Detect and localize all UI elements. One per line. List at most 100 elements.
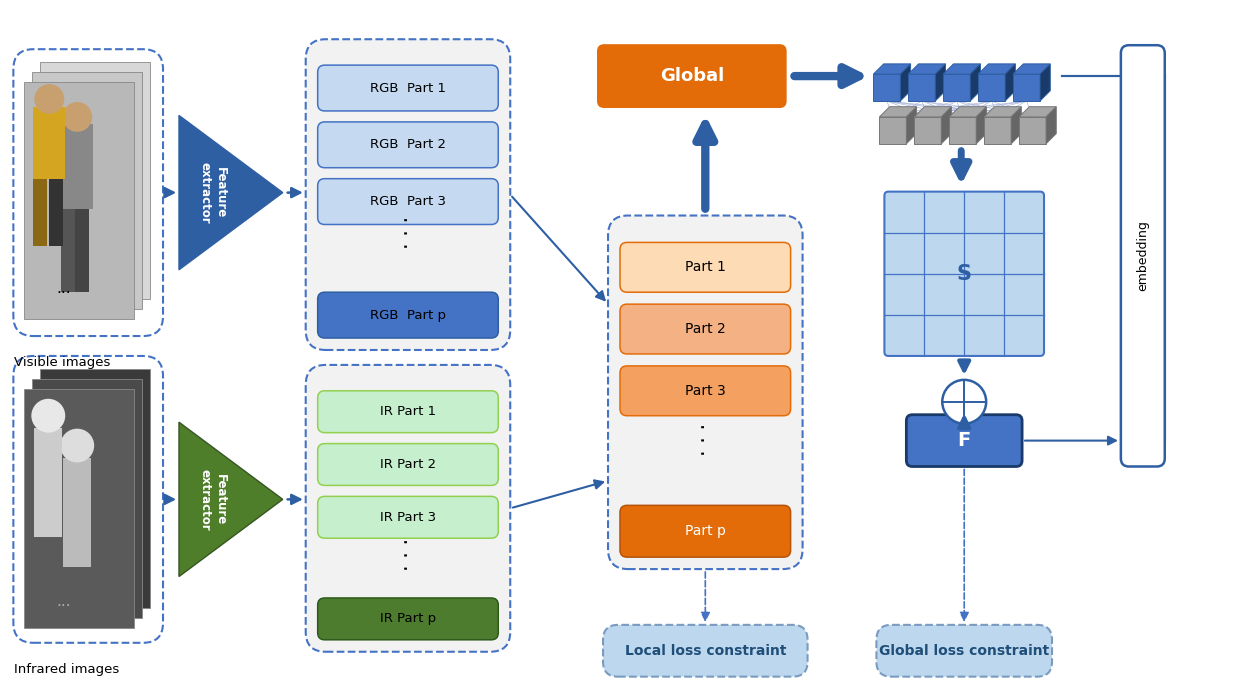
Polygon shape	[874, 74, 900, 101]
Text: IR Part 3: IR Part 3	[379, 510, 436, 524]
Text: Infrared images: Infrared images	[15, 663, 120, 676]
Polygon shape	[1014, 74, 1039, 101]
Polygon shape	[984, 117, 1011, 144]
Polygon shape	[1011, 107, 1021, 144]
Text: embedding: embedding	[1136, 220, 1149, 291]
FancyBboxPatch shape	[318, 496, 498, 538]
Text: IR Part 2: IR Part 2	[379, 458, 436, 471]
Polygon shape	[984, 107, 1021, 117]
Polygon shape	[936, 64, 946, 101]
Polygon shape	[978, 74, 1005, 101]
Circle shape	[31, 399, 66, 433]
Bar	[41, 369, 150, 608]
Text: · · ·: · · ·	[398, 216, 418, 249]
Circle shape	[61, 429, 94, 462]
Circle shape	[942, 380, 986, 424]
FancyBboxPatch shape	[14, 356, 163, 643]
FancyBboxPatch shape	[608, 215, 802, 569]
Bar	[49, 179, 63, 246]
Polygon shape	[1014, 64, 1051, 74]
Bar	[33, 179, 47, 246]
Text: IR Part 1: IR Part 1	[379, 405, 436, 418]
Polygon shape	[1005, 64, 1015, 101]
Polygon shape	[949, 107, 986, 117]
Bar	[63, 458, 91, 567]
FancyBboxPatch shape	[318, 292, 498, 338]
Polygon shape	[943, 64, 980, 74]
Text: RGB  Part p: RGB Part p	[370, 309, 446, 321]
FancyBboxPatch shape	[620, 366, 791, 416]
Bar	[33, 107, 66, 179]
Circle shape	[62, 102, 93, 132]
FancyBboxPatch shape	[318, 391, 498, 433]
Polygon shape	[1020, 107, 1057, 117]
Circle shape	[35, 84, 64, 114]
Text: Local loss constraint: Local loss constraint	[624, 644, 786, 658]
Polygon shape	[949, 117, 976, 144]
Text: Global loss constraint: Global loss constraint	[879, 644, 1049, 658]
Bar	[25, 389, 133, 628]
FancyBboxPatch shape	[885, 192, 1044, 356]
Text: · · ·: · · ·	[696, 423, 716, 456]
Text: ...: ...	[56, 594, 70, 610]
FancyBboxPatch shape	[305, 39, 510, 350]
FancyBboxPatch shape	[14, 50, 163, 336]
Text: IR Part p: IR Part p	[379, 612, 436, 625]
Text: RGB  Part 1: RGB Part 1	[370, 82, 446, 94]
Bar	[75, 208, 89, 292]
Polygon shape	[1046, 107, 1057, 144]
FancyBboxPatch shape	[318, 444, 498, 486]
Text: Part 1: Part 1	[685, 260, 726, 275]
Bar	[35, 428, 62, 537]
Polygon shape	[976, 107, 986, 144]
Text: Part 3: Part 3	[685, 384, 726, 398]
Polygon shape	[970, 64, 980, 101]
Polygon shape	[900, 64, 911, 101]
Text: Global: Global	[660, 67, 724, 85]
Polygon shape	[942, 107, 952, 144]
FancyBboxPatch shape	[598, 45, 786, 107]
Text: Part 2: Part 2	[685, 322, 726, 336]
Bar	[62, 208, 75, 292]
Polygon shape	[908, 64, 946, 74]
Text: S: S	[957, 264, 971, 283]
Polygon shape	[179, 422, 283, 577]
FancyBboxPatch shape	[318, 122, 498, 168]
Bar	[25, 82, 133, 319]
FancyBboxPatch shape	[603, 625, 807, 677]
FancyBboxPatch shape	[906, 415, 1022, 466]
Text: Visible images: Visible images	[15, 356, 111, 369]
Text: RGB  Part 2: RGB Part 2	[370, 138, 446, 151]
Polygon shape	[879, 117, 906, 144]
FancyBboxPatch shape	[620, 304, 791, 354]
Text: ...: ...	[56, 281, 70, 296]
Polygon shape	[908, 74, 936, 101]
Bar	[62, 124, 93, 208]
Text: Feature
extractor: Feature extractor	[199, 162, 227, 224]
Polygon shape	[879, 107, 917, 117]
FancyBboxPatch shape	[620, 506, 791, 557]
FancyBboxPatch shape	[318, 179, 498, 224]
Text: F: F	[958, 431, 970, 450]
Polygon shape	[943, 74, 970, 101]
Polygon shape	[906, 107, 917, 144]
FancyBboxPatch shape	[305, 365, 510, 652]
Bar	[32, 72, 142, 309]
FancyBboxPatch shape	[1121, 45, 1164, 466]
Polygon shape	[915, 107, 952, 117]
Polygon shape	[1020, 117, 1046, 144]
Polygon shape	[874, 64, 911, 74]
FancyBboxPatch shape	[318, 598, 498, 640]
Text: Feature
extractor: Feature extractor	[199, 469, 227, 530]
Polygon shape	[179, 116, 283, 270]
Polygon shape	[915, 117, 942, 144]
FancyBboxPatch shape	[620, 242, 791, 292]
Text: RGB  Part 3: RGB Part 3	[370, 195, 446, 208]
Bar	[32, 379, 142, 618]
Polygon shape	[978, 64, 1015, 74]
Polygon shape	[1039, 64, 1051, 101]
FancyBboxPatch shape	[876, 625, 1052, 677]
Text: · · ·: · · ·	[398, 537, 418, 571]
Text: Part p: Part p	[685, 524, 726, 538]
Bar	[41, 62, 150, 299]
